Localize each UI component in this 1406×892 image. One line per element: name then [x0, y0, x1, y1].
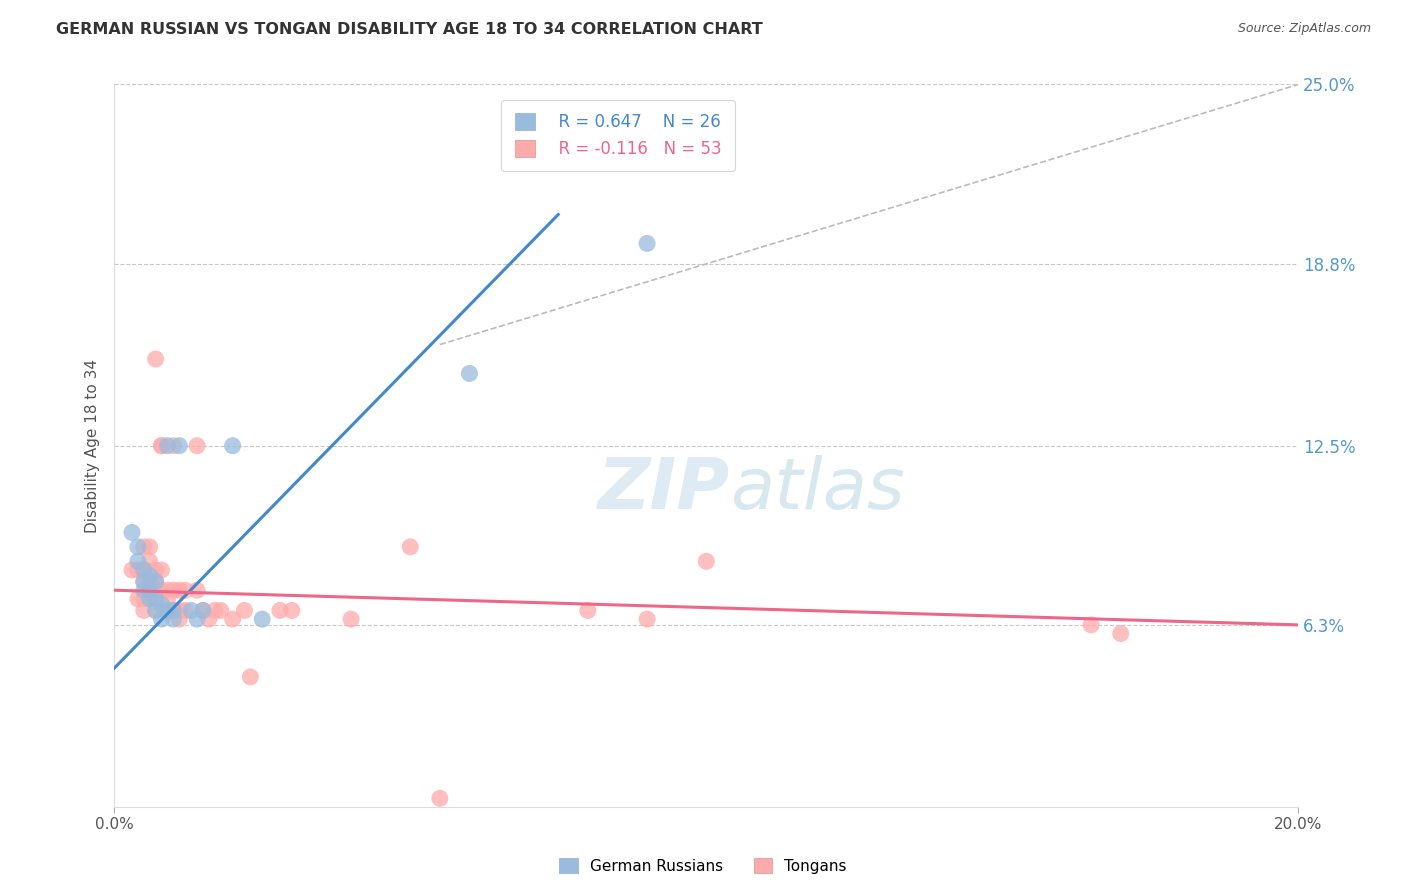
Point	[233, 603, 256, 617]
Point	[145, 603, 167, 617]
Point	[1080, 618, 1102, 632]
Point	[250, 612, 273, 626]
Point	[169, 583, 191, 598]
Text: ZIP: ZIP	[598, 455, 730, 524]
Point	[127, 554, 149, 568]
Point	[399, 540, 422, 554]
Point	[458, 367, 481, 381]
Point	[132, 583, 155, 598]
Point	[191, 603, 214, 617]
Point	[132, 540, 155, 554]
Point	[145, 603, 167, 617]
Point	[221, 439, 243, 453]
Point	[576, 603, 599, 617]
Point	[156, 603, 179, 617]
Point	[145, 591, 167, 606]
Point	[145, 574, 167, 589]
Point	[150, 583, 173, 598]
Point	[127, 540, 149, 554]
Point	[132, 563, 155, 577]
Point	[138, 554, 160, 568]
Point	[269, 603, 291, 617]
Legend:   R = 0.647    N = 26,   R = -0.116   N = 53: R = 0.647 N = 26, R = -0.116 N = 53	[502, 100, 735, 171]
Text: Source: ZipAtlas.com: Source: ZipAtlas.com	[1237, 22, 1371, 36]
Point	[174, 583, 197, 598]
Point	[174, 603, 197, 617]
Point	[169, 603, 191, 617]
Text: atlas: atlas	[730, 455, 904, 524]
Point	[132, 574, 155, 589]
Point	[186, 612, 208, 626]
Point	[198, 612, 221, 626]
Point	[162, 612, 184, 626]
Point	[429, 791, 451, 805]
Point	[150, 439, 173, 453]
Point	[191, 603, 214, 617]
Point	[138, 574, 160, 589]
Point	[1109, 626, 1132, 640]
Point	[127, 591, 149, 606]
Point	[145, 574, 167, 589]
Point	[180, 603, 202, 617]
Point	[138, 568, 160, 582]
Point	[221, 612, 243, 626]
Point	[150, 439, 173, 453]
Point	[138, 591, 160, 606]
Point	[162, 603, 184, 617]
Point	[156, 583, 179, 598]
Legend: German Russians, Tongans: German Russians, Tongans	[553, 852, 853, 880]
Point	[150, 563, 173, 577]
Point	[169, 612, 191, 626]
Point	[138, 540, 160, 554]
Point	[169, 439, 191, 453]
Point	[132, 603, 155, 617]
Point	[162, 439, 184, 453]
Point	[132, 591, 155, 606]
Point	[150, 612, 173, 626]
Point	[162, 603, 184, 617]
Point	[145, 351, 167, 366]
Point	[132, 574, 155, 589]
Point	[186, 439, 208, 453]
Point	[186, 583, 208, 598]
Point	[138, 583, 160, 598]
Point	[145, 563, 167, 577]
Point	[145, 583, 167, 598]
Point	[636, 612, 658, 626]
Point	[156, 439, 179, 453]
Point	[132, 563, 155, 577]
Point	[138, 583, 160, 598]
Point	[636, 236, 658, 251]
Point	[695, 554, 717, 568]
Point	[239, 670, 262, 684]
Y-axis label: Disability Age 18 to 34: Disability Age 18 to 34	[86, 359, 100, 533]
Text: GERMAN RUSSIAN VS TONGAN DISABILITY AGE 18 TO 34 CORRELATION CHART: GERMAN RUSSIAN VS TONGAN DISABILITY AGE …	[56, 22, 763, 37]
Point	[150, 598, 173, 612]
Point	[281, 603, 304, 617]
Point	[138, 591, 160, 606]
Point	[340, 612, 363, 626]
Point	[121, 563, 143, 577]
Point	[156, 603, 179, 617]
Point	[162, 583, 184, 598]
Point	[156, 591, 179, 606]
Point	[204, 603, 226, 617]
Point	[121, 525, 143, 540]
Point	[127, 563, 149, 577]
Point	[209, 603, 232, 617]
Point	[145, 591, 167, 606]
